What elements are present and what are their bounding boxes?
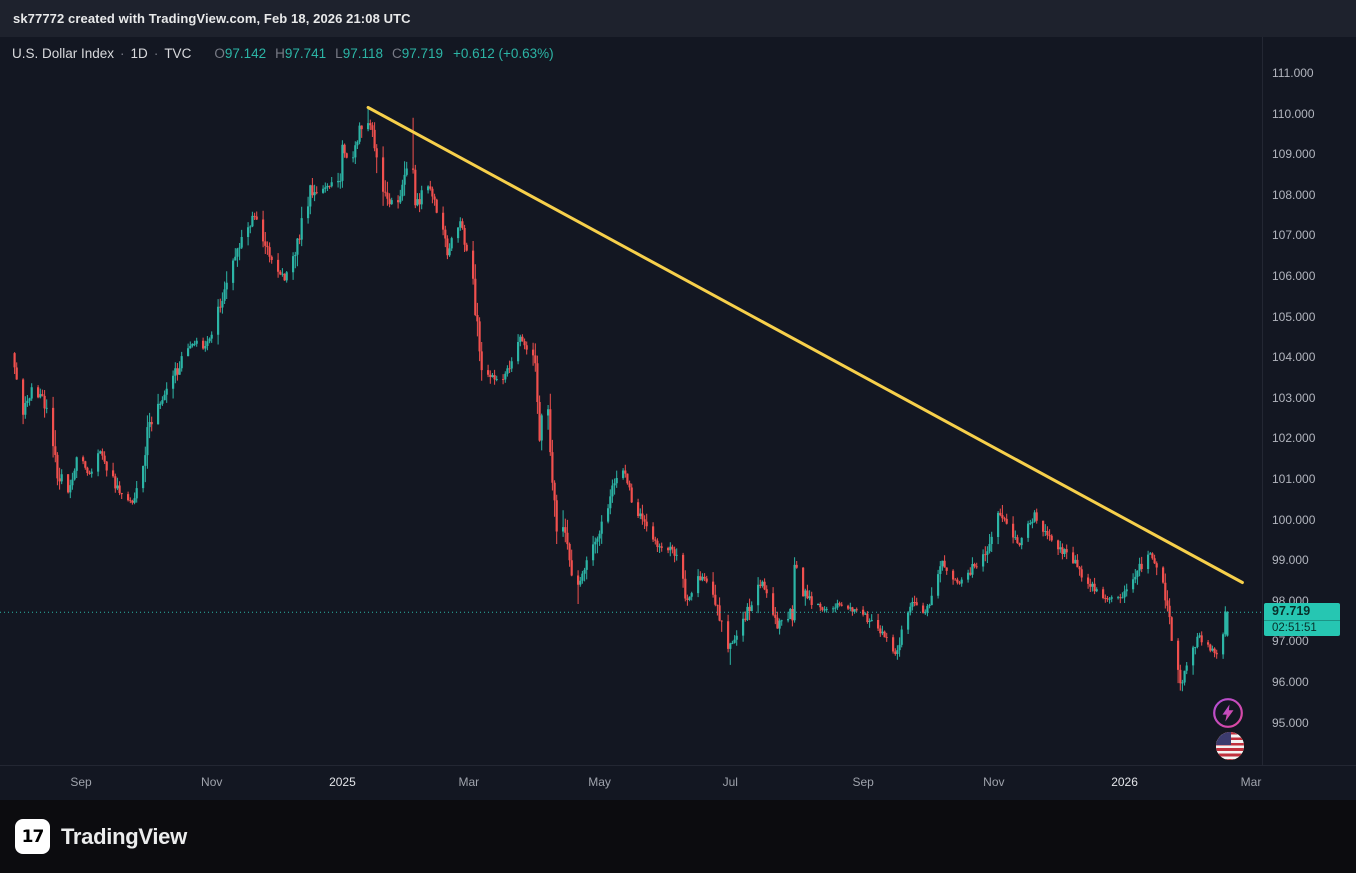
price-tick-label: 97.000 [1272,634,1309,649]
time-tick-label: 2026 [1111,775,1138,789]
current-price-value: 97.719 [1272,604,1311,619]
price-tick-label: 108.000 [1272,187,1316,202]
price-tick-label: 104.000 [1272,350,1316,365]
flag-canton [1216,732,1231,745]
high-label: H [275,46,285,61]
interval-label[interactable]: 1D [130,46,148,61]
time-tick-label: May [588,775,611,789]
open-value: 97.142 [224,46,267,61]
price-tick-label: 105.000 [1272,309,1316,324]
up-candle-bodies [24,123,1229,684]
chart-canvas[interactable] [0,37,1262,765]
price-axis[interactable]: 97.719 02:51:51 111.000 110.000 109.000 108… [1262,37,1356,765]
close-label: C [391,46,402,61]
time-tick-label: Sep [852,775,874,789]
price-tick-label: 95.000 [1272,715,1309,730]
price-tick-label: 102.000 [1272,431,1316,446]
high-value: 97.741 [284,46,327,61]
price-tick-label: 109.000 [1272,147,1316,162]
attribution-bar: sk77772 created with TradingView.com, Fe… [0,0,1356,37]
change-value: +0.612 (+0.63%) [453,46,554,61]
time-tick-label: Sep [70,775,92,789]
legend-separator: · [120,46,125,61]
exchange-label: TVC [164,46,192,61]
price-tick-label: 99.000 [1272,553,1309,568]
price-tick-label: 101.000 [1272,472,1316,486]
time-tick-label: Nov [201,775,223,789]
price-tick-label: 103.000 [1272,390,1316,405]
down-candle-bodies [13,123,1218,684]
up-candle-wicks [24,106,1228,692]
us-flag-icon [1214,730,1246,762]
symbol-title[interactable]: U.S. Dollar Index [12,46,115,61]
candlestick-plot[interactable] [0,37,1262,765]
attribution-text: sk77772 created with TradingView.com, Fe… [13,11,411,26]
price-tick-label: 111.000 [1272,66,1314,80]
time-tick-label: Mar [1240,775,1262,789]
time-tick-label: Jul [722,775,738,789]
ohlc-values: O97.142 H97.741 L97.118 C97.719 [205,46,443,61]
open-label: O [214,46,225,61]
time-tick-label: Mar [458,775,480,789]
price-tick-label: 106.000 [1272,269,1316,283]
lightning-icon [1212,697,1244,729]
current-price-badge[interactable]: 97.719 02:51:51 [1264,603,1340,637]
chart-area[interactable]: U.S. Dollar Index · 1D · TVC O97.142 H97.741 L9… [0,37,1356,800]
time-tick-label: 2025 [329,775,356,789]
symbol-legend[interactable]: U.S. Dollar Index · 1D · TVC O97.142 H97.741 L9… [12,46,554,61]
price-tick-label: 107.000 [1272,228,1316,243]
tradingview-logo[interactable]: 17 TradingView [15,819,187,854]
time-axis[interactable]: Sep Nov 2025 Mar May Jul Sep Nov 2026 Mar [0,765,1356,800]
legend-separator: · [153,46,159,61]
price-tick-label: 96.000 [1272,675,1309,689]
price-tick-label: 100.000 [1272,512,1316,527]
down-candle-wicks [14,117,1218,691]
time-tick-label: Nov [983,775,1005,789]
trendline[interactable] [366,106,1244,584]
low-value: 97.118 [342,46,383,61]
footer: 17 TradingView [0,800,1356,873]
close-value: 97.719 [401,46,444,61]
tradingview-wordmark: TradingView [61,823,187,849]
bar-countdown: 02:51:51 [1264,620,1340,636]
low-label: L [335,46,343,61]
tradingview-logo-icon: 17 [15,819,50,854]
tradingview-logo-glyph: 17 [21,826,45,847]
price-tick-label: 110.000 [1272,106,1315,121]
